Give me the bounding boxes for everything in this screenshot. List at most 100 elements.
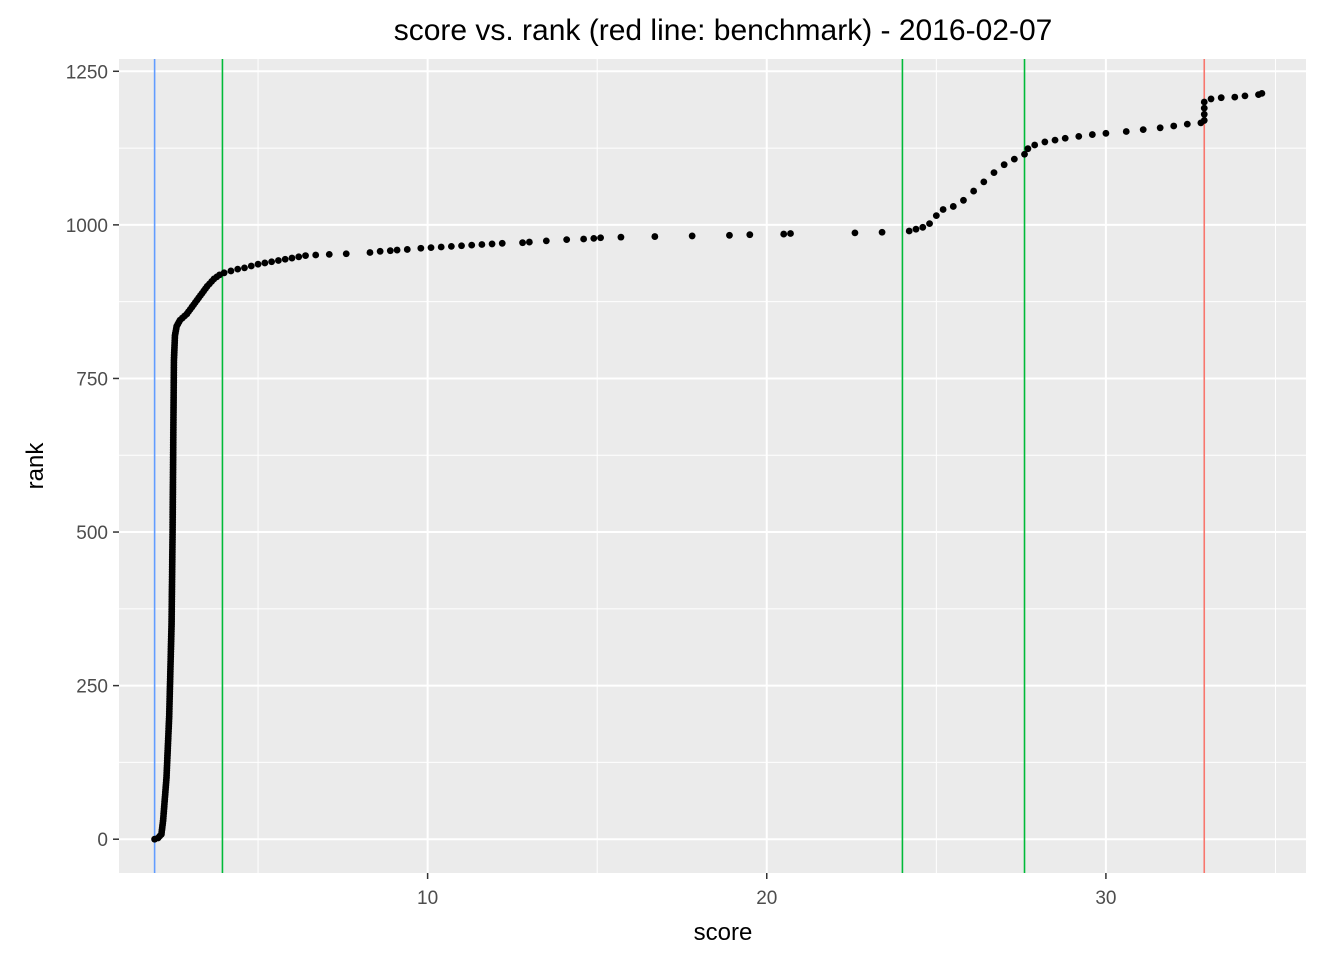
chart-title: score vs. rank (red line: benchmark) - 2… xyxy=(394,14,1053,47)
data-point xyxy=(312,251,320,259)
data-point xyxy=(1088,131,1096,138)
data-point xyxy=(386,247,394,255)
y-tick-label: 1000 xyxy=(66,216,108,237)
data-point xyxy=(1051,136,1059,144)
data-point xyxy=(1241,92,1249,100)
data-point xyxy=(261,259,269,267)
y-axis-title: rank xyxy=(22,442,49,490)
data-point xyxy=(1258,90,1266,97)
minor-gridlines xyxy=(119,59,1306,873)
data-point xyxy=(1139,126,1147,134)
y-tick-label: 0 xyxy=(97,830,108,851)
data-point xyxy=(1122,128,1130,135)
data-point xyxy=(393,246,401,254)
data-point xyxy=(905,227,913,235)
data-point xyxy=(787,230,794,237)
x-axis-title: score xyxy=(694,919,753,946)
x-tick-label: 20 xyxy=(756,888,777,909)
data-point xyxy=(1000,161,1008,169)
data-point xyxy=(1200,104,1208,112)
data-point xyxy=(1102,129,1110,137)
data-point xyxy=(563,236,571,244)
data-point xyxy=(254,260,262,268)
data-point xyxy=(878,228,886,236)
data-point xyxy=(912,225,920,233)
data-point xyxy=(1207,95,1215,103)
y-tick-label: 750 xyxy=(76,369,108,390)
data-point xyxy=(437,243,445,251)
data-point xyxy=(939,206,947,213)
data-point xyxy=(970,187,978,195)
data-point xyxy=(960,196,967,204)
data-point xyxy=(1010,155,1018,163)
data-point xyxy=(580,235,588,243)
data-point xyxy=(926,220,933,228)
data-points xyxy=(151,90,1266,843)
data-point xyxy=(241,264,248,272)
data-point xyxy=(488,240,496,248)
data-point xyxy=(403,246,411,253)
data-point xyxy=(417,244,425,252)
x-tick-label: 30 xyxy=(1095,888,1116,909)
y-tick-label: 500 xyxy=(76,523,108,544)
data-point xyxy=(1231,93,1239,101)
data-point xyxy=(590,234,598,242)
data-point xyxy=(1024,145,1032,153)
major-gridlines xyxy=(119,59,1306,873)
data-point xyxy=(220,269,228,277)
data-point xyxy=(478,241,486,248)
data-point xyxy=(281,255,289,263)
x-tick-label: 10 xyxy=(417,888,438,909)
data-point xyxy=(1075,133,1083,140)
data-point xyxy=(746,231,754,239)
data-point xyxy=(234,265,242,273)
data-point xyxy=(376,247,384,255)
data-point xyxy=(949,203,957,210)
data-point xyxy=(342,250,350,258)
data-point xyxy=(366,249,374,256)
data-point xyxy=(447,242,455,250)
data-point xyxy=(302,252,309,259)
data-point xyxy=(597,234,604,242)
data-point xyxy=(1031,141,1039,149)
y-tick-label: 250 xyxy=(76,677,108,698)
data-point xyxy=(288,254,296,262)
data-point xyxy=(498,239,506,247)
data-point xyxy=(617,233,625,241)
data-point xyxy=(780,230,788,238)
data-point xyxy=(274,257,282,264)
data-point xyxy=(525,238,533,246)
data-point xyxy=(1183,120,1191,128)
data-point xyxy=(1061,134,1069,142)
data-point xyxy=(227,267,235,275)
data-point xyxy=(458,242,465,250)
y-axis-ticks: 0 250 500 750 1000 1250 xyxy=(66,62,119,851)
data-point xyxy=(295,253,303,261)
data-point xyxy=(932,212,940,220)
reference-lines xyxy=(153,59,1206,873)
data-point xyxy=(325,250,333,258)
data-point xyxy=(1021,150,1028,158)
x-axis-ticks: 10 20 30 xyxy=(417,873,1116,909)
data-point xyxy=(1217,94,1225,102)
data-point xyxy=(726,231,733,239)
y-tick-label: 1250 xyxy=(66,62,108,83)
data-point xyxy=(468,241,476,249)
data-point xyxy=(651,233,659,240)
data-point xyxy=(1156,124,1164,132)
data-point xyxy=(268,258,276,266)
data-point xyxy=(1170,122,1178,130)
data-point xyxy=(247,262,255,270)
data-point xyxy=(1041,138,1049,146)
data-point xyxy=(519,239,526,247)
data-point xyxy=(919,223,927,231)
data-point xyxy=(688,232,696,240)
data-point xyxy=(1200,110,1208,118)
data-point xyxy=(542,237,550,245)
data-point xyxy=(1200,98,1208,106)
data-point xyxy=(980,178,988,186)
plot-panel xyxy=(119,59,1306,873)
data-point xyxy=(427,244,435,252)
data-point xyxy=(851,229,859,237)
